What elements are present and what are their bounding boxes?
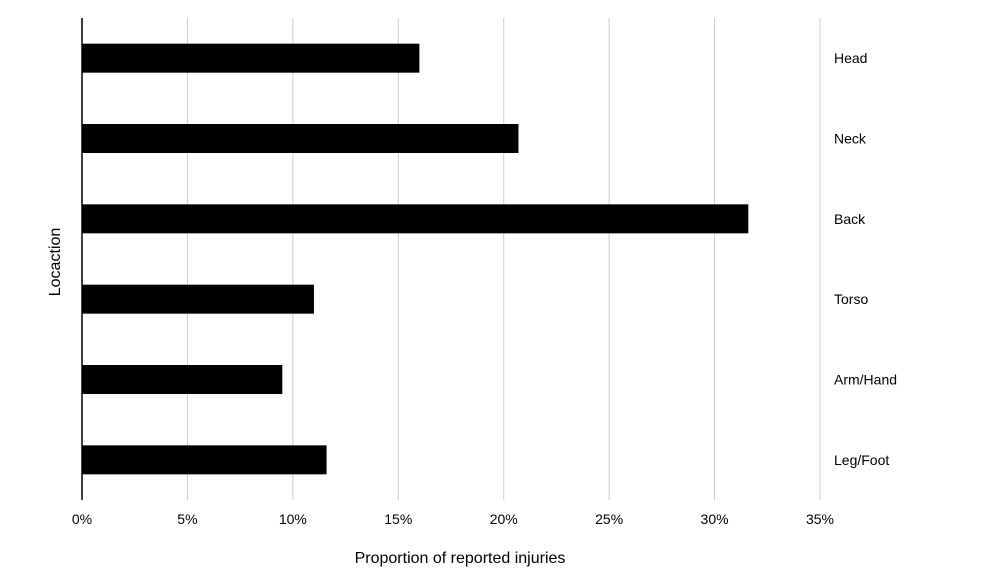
x-tick-label: 5% xyxy=(177,511,197,527)
bar xyxy=(82,365,283,394)
category-labels: Head Neck Back Torso Arm/Hand Leg/Foot xyxy=(834,50,897,468)
x-tick-label: 30% xyxy=(701,511,729,527)
category-label: Torso xyxy=(834,291,868,307)
x-tick-label: 35% xyxy=(806,511,834,527)
category-label: Arm/Hand xyxy=(834,372,897,388)
bar xyxy=(82,43,420,73)
gridlines xyxy=(186,18,821,500)
x-tick-label: 10% xyxy=(279,511,307,527)
bar xyxy=(82,204,749,234)
bar xyxy=(82,445,327,475)
x-tick-labels: 0% 5% 10% 15% 20% 25% 30% 35% xyxy=(72,511,834,527)
x-tick-label: 15% xyxy=(384,511,412,527)
category-label: Leg/Foot xyxy=(834,452,889,468)
category-label: Head xyxy=(834,50,867,66)
x-tick-label: 20% xyxy=(490,511,518,527)
x-tick-label: 25% xyxy=(595,511,623,527)
bar xyxy=(82,284,314,314)
x-tick-label: 0% xyxy=(72,511,92,527)
bars xyxy=(82,43,749,475)
category-label: Neck xyxy=(834,131,867,147)
y-axis-title: Locaction xyxy=(47,228,64,297)
bar xyxy=(82,124,519,153)
x-axis-title: Proportion of reported injuries xyxy=(355,550,566,567)
category-label: Back xyxy=(834,211,866,227)
